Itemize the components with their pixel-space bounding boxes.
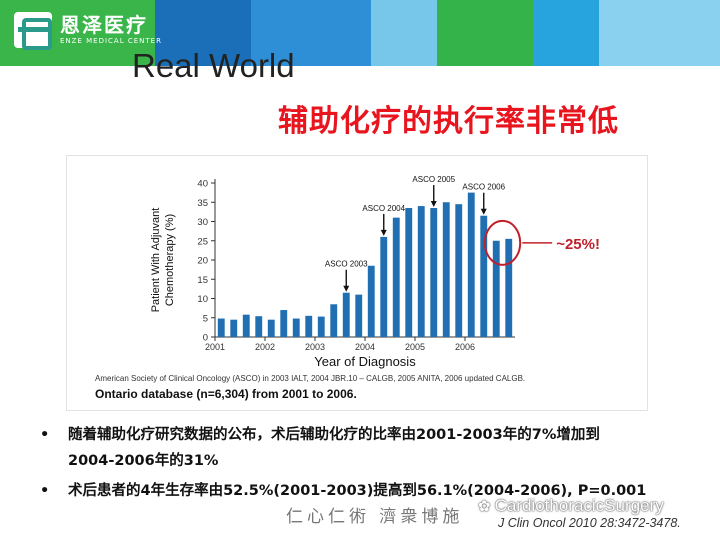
x-tick-label: 2006 bbox=[455, 342, 475, 352]
chart-bar bbox=[355, 294, 363, 337]
event-label: ASCO 2006 bbox=[462, 183, 505, 192]
chart-bar bbox=[492, 240, 500, 337]
chart-bar bbox=[342, 292, 350, 337]
chart-bar bbox=[280, 310, 288, 337]
chart-bar bbox=[305, 315, 313, 337]
header-bar bbox=[0, 0, 720, 66]
logo-cn: 恩泽医疗 bbox=[60, 13, 148, 37]
x-tick-label: 2003 bbox=[305, 342, 325, 352]
highlight-ellipse bbox=[483, 219, 522, 266]
chart-bar bbox=[405, 208, 413, 337]
bullet-1-line-2: 2004-2006年的31% bbox=[68, 453, 219, 469]
bullet-1-line-1: 随着辅助化疗研究数据的公布，术后辅助化疗的比率由2001-2003年的7%增加到 bbox=[68, 427, 600, 443]
chart-bar bbox=[367, 265, 375, 337]
event-arrow-head bbox=[343, 285, 350, 292]
chart-bar bbox=[467, 192, 475, 337]
event-label: ASCO 2005 bbox=[412, 175, 455, 184]
event-label: ASCO 2003 bbox=[325, 260, 368, 269]
header-color-segment bbox=[251, 0, 371, 66]
chart-bar bbox=[480, 215, 488, 337]
event-label: ASCO 2004 bbox=[362, 204, 405, 213]
y-axis-label-line-1: Patient With Adjuvant bbox=[150, 208, 162, 313]
y-tick-label: 35 bbox=[197, 198, 208, 209]
header-color-segment bbox=[533, 0, 599, 66]
y-tick-label: 25 bbox=[197, 236, 208, 247]
bar-chart: 0 5 10 15 20 25 30 35 40 2001 2002 2003 2004 2005 2006… bbox=[95, 175, 600, 401]
wechat-icon: ✿ bbox=[478, 498, 491, 515]
y-tick-label: 20 bbox=[197, 256, 208, 267]
header-color-segment bbox=[371, 0, 437, 66]
chart-bar bbox=[292, 318, 300, 337]
chart-bar bbox=[217, 318, 225, 337]
bullet-dot: • bbox=[40, 483, 50, 499]
hospital-cross-icon bbox=[14, 12, 52, 50]
chart-caption: Ontario database (n=6,304) from 2001 to … bbox=[95, 387, 357, 401]
chart-bar bbox=[430, 208, 438, 337]
y-tick-label: 30 bbox=[197, 217, 208, 228]
citation: J Clin Oncol 2010 28:3472-3478. bbox=[498, 516, 681, 530]
source-note: American Society of Clinical Oncology (A… bbox=[95, 374, 525, 383]
event-arrow-head bbox=[480, 208, 487, 215]
chart-bar bbox=[242, 314, 250, 337]
y-tick-label: 10 bbox=[197, 294, 208, 305]
event-arrow-head bbox=[430, 201, 437, 208]
chart-bar bbox=[417, 206, 425, 337]
header-color-segment bbox=[599, 0, 720, 66]
wechat-label: CardiothoracicSurgery bbox=[494, 496, 664, 515]
y-tick-label: 0 bbox=[203, 333, 208, 344]
chart-bar bbox=[330, 304, 338, 337]
chart-bar bbox=[230, 319, 238, 337]
y-tick-label: 40 bbox=[197, 179, 208, 190]
y-tick-label: 15 bbox=[197, 275, 208, 286]
chart-bar bbox=[255, 316, 263, 337]
chart-bar bbox=[317, 316, 325, 337]
highlight-annotation: ~25%! bbox=[556, 236, 600, 253]
event-arrow-head bbox=[380, 229, 387, 236]
header-color-segment bbox=[155, 0, 251, 66]
chart-bar bbox=[392, 217, 400, 337]
x-tick-label: 2002 bbox=[255, 342, 275, 352]
chart-bar bbox=[455, 204, 463, 337]
bullet-dot: • bbox=[40, 427, 50, 443]
x-tick-label: 2005 bbox=[405, 342, 425, 352]
y-tick-label: 5 bbox=[203, 313, 208, 324]
wechat-watermark: ✿ CardiothoracicSurgery bbox=[478, 496, 664, 516]
y-axis-label-line-2: Chemotherapy (%) bbox=[164, 214, 176, 306]
header-color-segment bbox=[437, 0, 533, 66]
chart-bar bbox=[505, 238, 513, 337]
x-axis-label: Year of Diagnosis bbox=[314, 354, 416, 369]
bullet-2-line-1: 术后患者的4年生存率由52.5%(2001-2003)提高到56.1%(2004… bbox=[68, 483, 647, 499]
logo: 恩泽医疗 ENZE MEDICAL CENTER bbox=[14, 12, 162, 50]
chart-figure: 0 5 10 15 20 25 30 35 40 2001 2002 2003 2004 2005 2006… bbox=[66, 155, 648, 411]
logo-en: ENZE MEDICAL CENTER bbox=[60, 37, 162, 45]
x-tick-label: 2001 bbox=[205, 342, 225, 352]
chart-bar bbox=[442, 202, 450, 337]
chart-bar bbox=[267, 319, 275, 337]
x-tick-label: 2004 bbox=[355, 342, 375, 352]
slide-subtitle: Real World bbox=[132, 47, 295, 84]
slide-title: 辅助化疗的执行率非常低 bbox=[278, 104, 619, 139]
chart-bar bbox=[380, 236, 388, 337]
footer-calligraphy: 仁心仁術 濟衆博施 bbox=[286, 507, 464, 527]
